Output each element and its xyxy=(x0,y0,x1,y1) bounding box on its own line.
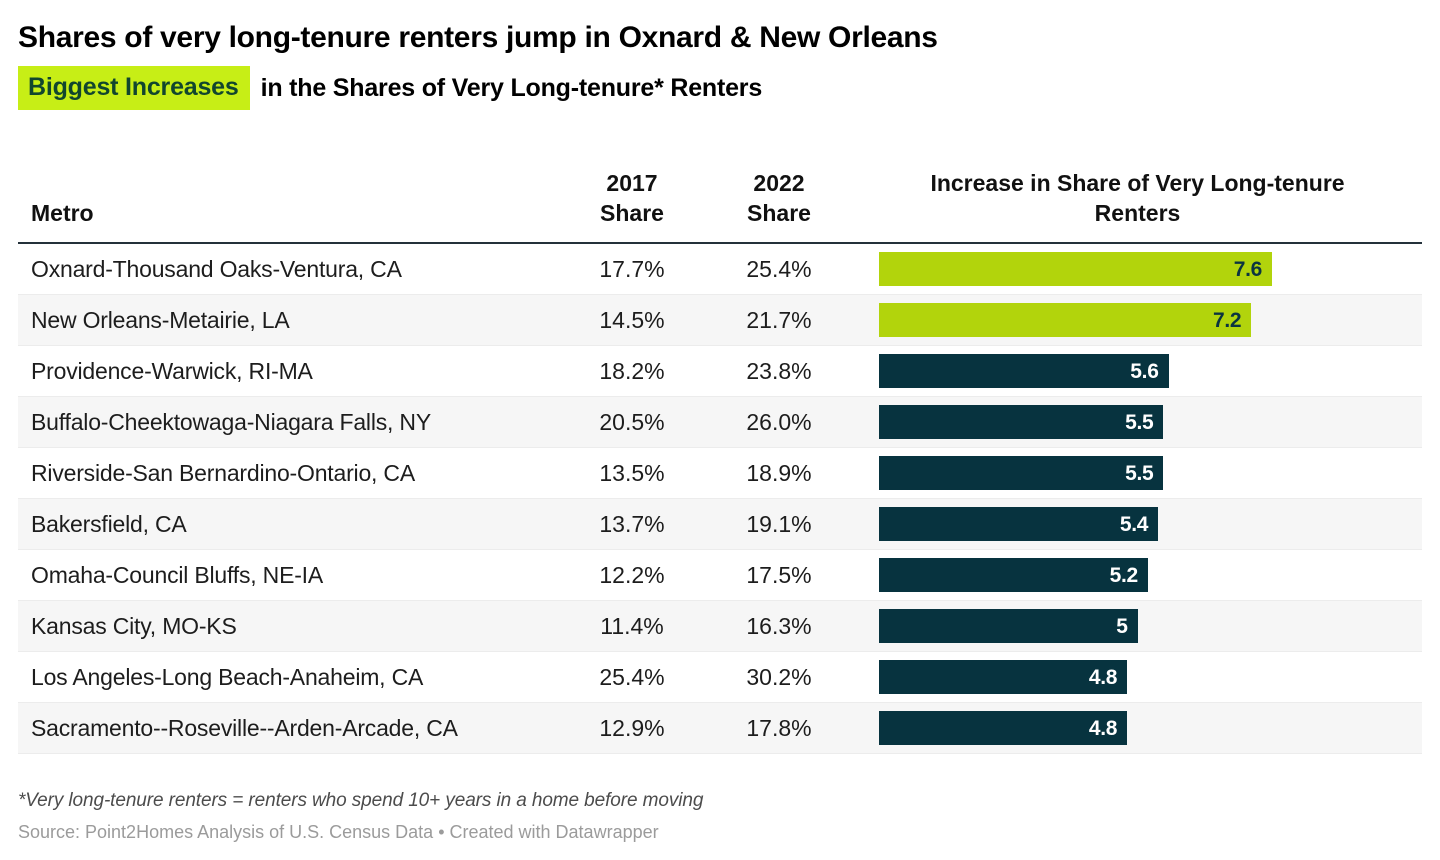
table-row: Oxnard-Thousand Oaks-Ventura, CA 17.7% 25.… xyxy=(18,244,1422,295)
increase-bar: 4.8 xyxy=(879,660,1128,694)
metro-cell: Sacramento--Roseville--Arden-Arcade, CA xyxy=(31,714,458,741)
increase-bar-cell: 5.6 xyxy=(853,354,1422,388)
table-row: Omaha-Council Bluffs, NE-IA 12.2% 17.5% 5.2 xyxy=(18,550,1422,601)
share-2022-cell: 23.8% xyxy=(746,357,812,384)
increase-bar-label: 4.8 xyxy=(1088,665,1118,689)
column-header-increase: Increase in Share of Very Long-tenure Re… xyxy=(930,170,1345,227)
increase-bar-label: 5.5 xyxy=(1125,461,1154,485)
share-2022-cell: 16.3% xyxy=(746,612,812,639)
column-header-metro: Metro xyxy=(31,200,94,227)
data-table: Metro 2017 Share 2022 Share Increase in … xyxy=(18,154,1422,754)
share-2022-cell: 30.2% xyxy=(746,663,812,690)
increase-bar-cell: 4.8 xyxy=(853,711,1422,745)
table-row: Kansas City, MO-KS 11.4% 16.3% 5 xyxy=(18,601,1422,652)
increase-bar-label: 7.2 xyxy=(1213,308,1242,332)
increase-bar: 4.8 xyxy=(879,711,1128,745)
increase-bar-cell: 5.5 xyxy=(853,405,1422,439)
increase-bar-cell: 5.2 xyxy=(853,558,1422,592)
column-header-2022-share: 2022 Share xyxy=(747,170,811,227)
share-2017-cell: 25.4% xyxy=(599,663,665,690)
share-2022-cell: 21.7% xyxy=(746,306,812,333)
increase-bar-label: 5.6 xyxy=(1130,359,1159,383)
source-attribution: Source: Point2Homes Analysis of U.S. Cen… xyxy=(18,822,659,842)
metro-cell: Buffalo-Cheektowaga-Niagara Falls, NY xyxy=(31,408,431,435)
chart-subtitle: Biggest Increases in the Shares of Very … xyxy=(18,66,1422,110)
share-2017-cell: 20.5% xyxy=(599,408,665,435)
increase-bar-cell: 5.5 xyxy=(853,456,1422,490)
increase-bar: 7.2 xyxy=(879,303,1252,337)
increase-bar: 5.5 xyxy=(879,456,1164,490)
share-2022-cell: 17.5% xyxy=(746,561,812,588)
increase-bar: 7.6 xyxy=(879,252,1272,286)
share-2022-cell: 25.4% xyxy=(746,255,812,282)
table-header-row: Metro 2017 Share 2022 Share Increase in … xyxy=(18,154,1422,244)
footnote: *Very long-tenure renters = renters who … xyxy=(18,790,704,811)
increase-bar: 5.6 xyxy=(879,354,1169,388)
share-2017-cell: 11.4% xyxy=(600,612,664,639)
share-2022-cell: 18.9% xyxy=(746,459,812,486)
table-body: Oxnard-Thousand Oaks-Ventura, CA 17.7% 25.… xyxy=(18,244,1422,754)
share-2022-cell: 17.8% xyxy=(746,714,812,741)
metro-cell: Oxnard-Thousand Oaks-Ventura, CA xyxy=(31,255,402,282)
increase-bar: 5.5 xyxy=(879,405,1164,439)
share-2017-cell: 17.7% xyxy=(599,255,665,282)
share-2017-cell: 14.5% xyxy=(599,306,665,333)
increase-bar-label: 4.8 xyxy=(1088,716,1118,740)
increase-bar-label: 5.5 xyxy=(1125,410,1154,434)
increase-bar-label: 5 xyxy=(1116,614,1128,638)
share-2017-cell: 18.2% xyxy=(599,357,665,384)
share-2017-cell: 13.7% xyxy=(599,510,665,537)
share-2017-cell: 13.5% xyxy=(599,459,665,486)
table-row: Buffalo-Cheektowaga-Niagara Falls, NY 20.… xyxy=(18,397,1422,448)
share-2017-cell: 12.9% xyxy=(599,714,665,741)
table-row: Providence-Warwick, RI-MA 18.2% 23.8% 5.6 xyxy=(18,346,1422,397)
share-2022-cell: 26.0% xyxy=(746,408,812,435)
subtitle-text: in the Shares of Very Long-tenure* Rente… xyxy=(260,73,763,102)
metro-cell: Los Angeles-Long Beach-Anaheim, CA xyxy=(31,663,424,690)
metro-cell: Omaha-Council Bluffs, NE-IA xyxy=(31,561,324,588)
increase-bar-label: 5.4 xyxy=(1119,512,1149,536)
table-row: Riverside-San Bernardino-Ontario, CA 13.5… xyxy=(18,448,1422,499)
increase-bar-label: 7.6 xyxy=(1233,257,1263,281)
metro-cell: Riverside-San Bernardino-Ontario, CA xyxy=(31,459,415,486)
table-row: Bakersfield, CA 13.7% 19.1% 5.4 xyxy=(18,499,1422,550)
increase-bar-cell: 5 xyxy=(853,609,1422,643)
metro-cell: New Orleans-Metairie, LA xyxy=(31,306,290,333)
metro-cell: Providence-Warwick, RI-MA xyxy=(31,357,313,384)
increase-bar: 5.4 xyxy=(879,507,1159,541)
increase-bar: 5 xyxy=(879,609,1138,643)
increase-bar-cell: 7.6 xyxy=(853,252,1422,286)
column-header-2017-share: 2017 Share xyxy=(600,170,664,227)
share-2017-cell: 12.2% xyxy=(599,561,665,588)
chart-title: Shares of very long-tenure renters jump … xyxy=(18,21,938,54)
metro-cell: Bakersfield, CA xyxy=(31,510,187,537)
increase-bar: 5.2 xyxy=(879,558,1148,592)
share-2022-cell: 19.1% xyxy=(746,510,812,537)
subtitle-highlight: Biggest Increases xyxy=(18,66,250,110)
increase-bar-cell: 4.8 xyxy=(853,660,1422,694)
table-row: Sacramento--Roseville--Arden-Arcade, CA 1… xyxy=(18,703,1422,754)
table-row: New Orleans-Metairie, LA 14.5% 21.7% 7.2 xyxy=(18,295,1422,346)
increase-bar-cell: 5.4 xyxy=(853,507,1422,541)
metro-cell: Kansas City, MO-KS xyxy=(31,612,237,639)
increase-bar-cell: 7.2 xyxy=(853,303,1422,337)
table-row: Los Angeles-Long Beach-Anaheim, CA 25.4% 3… xyxy=(18,652,1422,703)
increase-bar-label: 5.2 xyxy=(1109,563,1139,587)
